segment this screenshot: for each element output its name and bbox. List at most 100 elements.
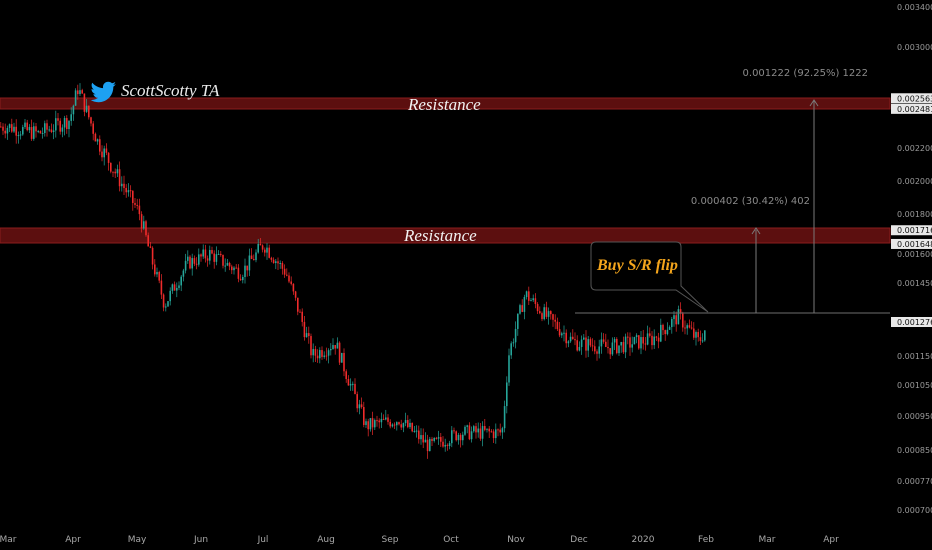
candle-body [633, 337, 636, 345]
price-axis[interactable]: 0.003400 0.003000 0.002563 0.002481 0.002200… [891, 3, 932, 515]
candle-body [495, 429, 497, 439]
candle-body [448, 443, 451, 446]
candle-body [96, 139, 99, 142]
resistance-zone-lower [0, 227, 891, 244]
candle-body [275, 261, 277, 264]
candle-body [88, 105, 90, 118]
measure-tools: 0.000402 (30.42%) 402 0.001222 (92.25%) … [575, 68, 890, 314]
candle-body [501, 428, 504, 433]
candle-body [435, 437, 438, 439]
candle-body [349, 383, 352, 386]
y-tick-label: 0.001716 [897, 226, 932, 235]
candle-body [167, 301, 169, 307]
candle-body [224, 265, 226, 267]
candle-body [363, 407, 365, 425]
price-tag [891, 225, 932, 236]
candle-body [8, 124, 11, 128]
candle-body [398, 422, 400, 425]
candle-body [266, 247, 268, 253]
candle-body [162, 294, 165, 308]
candle-body [660, 324, 662, 342]
candle-body [545, 307, 548, 317]
candle-body [358, 404, 361, 409]
candle-body [149, 246, 152, 248]
candle-body [26, 122, 28, 131]
candle-body [510, 343, 512, 356]
candle-body [121, 183, 123, 187]
candle-body [59, 120, 61, 132]
candle-body [578, 346, 581, 351]
candle-body [352, 383, 354, 385]
candle-body [127, 190, 130, 193]
candle-body [589, 339, 592, 346]
time-axis[interactable]: Mar Apr May Jun Jul Aug Sep Oct Nov Dec 2020 Feb Mar… [0, 535, 839, 545]
candle-body [642, 337, 644, 344]
x-tick-label: 2020 [632, 535, 655, 545]
candle-body [464, 426, 466, 435]
candle-body [486, 428, 488, 430]
candle-body [114, 171, 116, 174]
candle-body [246, 265, 248, 271]
candle-body [136, 204, 138, 206]
candle-body [116, 169, 119, 174]
candle-body [323, 355, 325, 357]
candle-body [525, 291, 528, 298]
x-tick-label: Jun [193, 535, 208, 545]
candle-body [528, 291, 530, 301]
candle-body [330, 348, 332, 351]
candle-body [103, 148, 105, 158]
candle-body [541, 313, 543, 320]
candle-body [657, 337, 660, 342]
candle-body [587, 339, 589, 351]
candle-body [543, 307, 545, 320]
x-tick-label: Mar [759, 535, 776, 545]
candle-body [415, 430, 418, 432]
candle-body [440, 437, 442, 442]
y-tick-label: 0.000950 [897, 412, 932, 421]
candle-body [180, 276, 182, 286]
candle-body [303, 321, 306, 338]
candle-body [321, 350, 323, 357]
candle-body [433, 437, 435, 441]
candle-body [79, 90, 81, 95]
candle-body [211, 250, 213, 254]
price-tag [891, 93, 932, 104]
candle-body [209, 250, 211, 261]
candle-body [35, 126, 37, 132]
candle-body [354, 383, 356, 395]
candle-body [393, 424, 396, 426]
candle-body [407, 420, 409, 428]
y-tick-label: 0.000850 [897, 446, 932, 455]
twitter-bird-icon [90, 81, 116, 103]
candle-body [99, 139, 101, 152]
candle-body [360, 404, 363, 408]
candle-body [635, 335, 638, 338]
candle-body [147, 235, 149, 247]
candle-body [143, 221, 145, 229]
candle-body [226, 262, 229, 266]
candle-body [145, 221, 147, 236]
candle-body [600, 339, 603, 347]
candle-body [184, 260, 187, 271]
candle-body [134, 203, 136, 205]
candle-body [378, 420, 380, 423]
y-tick-label: 0.002000 [897, 177, 932, 186]
candle-body [508, 355, 510, 383]
candle-body [539, 311, 541, 314]
candle-body [305, 333, 308, 338]
candle-body [519, 305, 521, 314]
y-tick-label: 0.001800 [897, 210, 932, 219]
candle-body [39, 131, 42, 134]
candle-body [169, 290, 171, 302]
x-tick-label: Jul [257, 535, 269, 545]
y-tick-label: 0.001600 [897, 250, 932, 259]
candle-body [132, 190, 134, 204]
candle-body [301, 311, 303, 322]
candle-body [314, 349, 317, 356]
candle-body [178, 285, 180, 288]
candle-body [640, 337, 642, 349]
candle-body [704, 330, 706, 341]
x-tick-label: Aug [317, 535, 335, 545]
candle-body [107, 152, 110, 163]
